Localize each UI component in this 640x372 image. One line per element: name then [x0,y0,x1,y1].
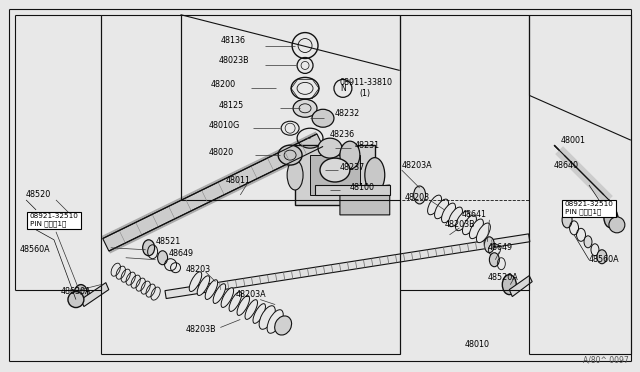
Text: 08921-32510
PIN ビン〈1〉: 08921-32510 PIN ビン〈1〉 [29,213,79,227]
Polygon shape [295,145,375,205]
Text: 48649: 48649 [488,243,513,252]
Ellipse shape [275,316,292,335]
Ellipse shape [597,250,607,264]
Text: 48649: 48649 [168,249,194,258]
Text: 48136: 48136 [220,36,245,45]
Polygon shape [81,283,109,307]
Ellipse shape [490,253,499,267]
Text: 48630A: 48630A [61,287,92,296]
Ellipse shape [312,109,334,127]
Ellipse shape [365,158,385,192]
Ellipse shape [456,211,469,231]
Text: 48520: 48520 [26,190,51,199]
Text: 48521: 48521 [156,237,181,246]
Ellipse shape [237,296,250,315]
Text: 48203B: 48203B [186,325,216,334]
Polygon shape [509,276,532,296]
Circle shape [68,292,84,308]
Text: N: N [340,84,346,93]
Polygon shape [554,145,614,205]
Text: 48100: 48100 [350,183,375,192]
Ellipse shape [469,219,483,239]
Text: 48020: 48020 [209,148,234,157]
Ellipse shape [449,207,463,227]
Ellipse shape [278,145,302,165]
Ellipse shape [205,280,218,299]
Ellipse shape [287,160,303,190]
Text: 48001: 48001 [561,136,586,145]
Ellipse shape [259,306,275,329]
Ellipse shape [74,285,88,305]
Text: 48011: 48011 [225,176,250,185]
Text: 48232: 48232 [335,109,360,118]
Ellipse shape [502,275,516,295]
Polygon shape [340,185,390,215]
Ellipse shape [229,292,241,311]
Text: 48560A: 48560A [589,255,620,264]
Text: 48010: 48010 [465,340,490,349]
Ellipse shape [413,186,426,204]
Text: 48236: 48236 [330,130,355,139]
Ellipse shape [267,310,284,333]
Ellipse shape [318,138,342,158]
Ellipse shape [484,237,494,253]
Text: 48641: 48641 [461,211,486,219]
Text: 48200: 48200 [211,80,236,89]
Circle shape [609,217,625,233]
Text: 08911-33810: 08911-33810 [340,78,393,87]
Ellipse shape [293,99,317,117]
Ellipse shape [604,208,618,228]
Text: 48125: 48125 [218,101,244,110]
Polygon shape [310,155,360,195]
Ellipse shape [213,284,226,304]
Text: 08921-32510
PIN ビン〈1〉: 08921-32510 PIN ビン〈1〉 [564,201,613,215]
Text: A/80^ 0097: A/80^ 0097 [583,355,629,364]
Text: (1): (1) [360,89,371,98]
Ellipse shape [340,141,360,169]
Ellipse shape [463,215,476,235]
Ellipse shape [245,300,257,320]
Ellipse shape [476,223,490,243]
Polygon shape [315,185,390,195]
Text: 48560A: 48560A [19,245,50,254]
Text: 48203: 48203 [186,265,211,274]
Ellipse shape [143,240,155,256]
Ellipse shape [197,276,210,295]
Ellipse shape [442,203,456,223]
Text: 48237: 48237 [340,163,365,171]
Text: 48023B: 48023B [218,56,249,65]
Polygon shape [103,134,323,251]
Ellipse shape [253,304,266,323]
Text: 48640: 48640 [554,161,579,170]
Ellipse shape [584,236,592,248]
Text: 48520A: 48520A [488,273,518,282]
Text: 48203B: 48203B [445,220,475,230]
Text: 48203A: 48203A [236,290,266,299]
Ellipse shape [157,251,168,265]
Ellipse shape [428,195,442,215]
Ellipse shape [221,288,234,307]
Ellipse shape [562,212,572,228]
Text: 48010G: 48010G [209,121,239,130]
Ellipse shape [435,199,449,219]
Text: 48203A: 48203A [402,161,432,170]
Text: 48231: 48231 [355,141,380,150]
Text: 48203: 48203 [404,193,430,202]
Polygon shape [165,234,530,299]
Ellipse shape [189,272,202,292]
Ellipse shape [320,158,350,182]
